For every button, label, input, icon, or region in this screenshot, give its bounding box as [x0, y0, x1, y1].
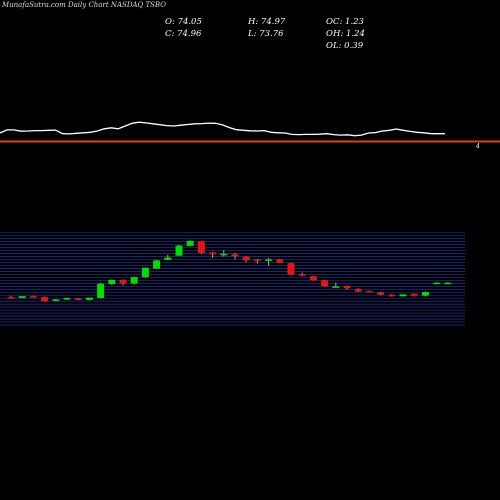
candle-body	[141, 267, 149, 278]
candle	[265, 258, 273, 266]
candle	[85, 297, 93, 301]
candle-body	[197, 241, 205, 253]
candle	[421, 291, 429, 297]
candle	[321, 279, 329, 287]
candle-body	[209, 252, 217, 255]
candle-body	[354, 289, 362, 292]
candle-body	[287, 263, 295, 275]
candle-body	[265, 259, 273, 261]
candle	[7, 295, 15, 299]
candle-body	[7, 297, 15, 299]
ohlc-oh: OH: 1.24	[326, 29, 365, 39]
candle	[119, 279, 127, 286]
candle-body	[108, 279, 116, 285]
price-marker: 4	[476, 143, 480, 150]
candle-body	[41, 297, 49, 302]
candle-body	[63, 298, 71, 300]
candle	[276, 258, 284, 264]
candle-body	[52, 299, 60, 301]
candle	[253, 258, 261, 264]
candle-body	[242, 256, 250, 261]
candle	[433, 282, 441, 285]
candle-body	[175, 245, 183, 256]
candle-body	[29, 296, 37, 298]
ohlc-high: H: 74.97	[248, 17, 286, 27]
candlestick-series	[7, 240, 452, 302]
candle	[52, 298, 60, 302]
candle-body	[388, 294, 396, 297]
candle	[209, 251, 217, 259]
candle	[41, 296, 49, 302]
candle	[220, 250, 228, 257]
candle	[29, 295, 37, 298]
ohlc-close: C: 74.96	[165, 29, 202, 39]
candle	[343, 285, 351, 290]
candle	[309, 275, 317, 281]
candle	[18, 296, 26, 299]
candle-body	[377, 292, 385, 295]
watermark: MunafaSutra.com	[2, 1, 66, 9]
candle-body	[231, 254, 239, 257]
candle-body	[365, 291, 373, 293]
ohlc-ol: OL: 0.39	[326, 41, 364, 51]
candle-body	[343, 285, 351, 289]
indicator-panel	[0, 121, 445, 137]
candle	[298, 272, 306, 277]
candle-body	[220, 253, 228, 256]
candle	[197, 240, 205, 254]
candle-body	[130, 277, 138, 284]
candle	[130, 276, 138, 285]
candle-body	[309, 276, 317, 281]
ohlc-oc: OC: 1.23	[326, 17, 364, 27]
candle-body	[253, 259, 261, 261]
candle-body	[298, 274, 306, 276]
candle-body	[186, 240, 194, 246]
candle-body	[74, 298, 82, 300]
candle	[97, 283, 105, 299]
chart-title: MunafaSutra.com Daily Chart NASDAQ TSBO	[2, 1, 166, 9]
candle	[175, 245, 183, 257]
candle	[108, 279, 116, 286]
candle-body	[421, 291, 429, 296]
price-grid	[0, 232, 465, 326]
ohlc-open: O: 74.05	[165, 17, 202, 27]
ohlc-low: L: 73.76	[248, 29, 284, 39]
candle	[231, 252, 239, 260]
candle-body	[119, 279, 127, 284]
candle	[63, 297, 71, 300]
chart-title-text: Daily Chart NASDAQ TSBO	[68, 1, 166, 9]
candle	[354, 288, 362, 292]
candle-body	[276, 259, 284, 263]
candle-body	[85, 297, 93, 300]
candle	[365, 290, 373, 293]
candle-body	[97, 283, 105, 299]
candle-body	[399, 294, 407, 297]
candle-body	[321, 280, 329, 287]
candle	[399, 294, 407, 297]
indicator-line	[0, 121, 445, 137]
candle	[74, 298, 82, 300]
candle	[388, 293, 396, 297]
candle-body	[433, 282, 441, 285]
candle-body	[153, 260, 161, 269]
candle	[186, 240, 194, 247]
candle-body	[18, 296, 26, 299]
candle	[377, 291, 385, 296]
candle	[242, 256, 250, 263]
candle	[410, 293, 418, 297]
candle-body	[164, 257, 172, 260]
candle	[332, 282, 340, 288]
candle	[444, 282, 452, 285]
candle-body	[444, 282, 452, 285]
candle	[153, 259, 161, 270]
candle-body	[410, 293, 418, 296]
candle	[287, 262, 295, 276]
candle-body	[332, 286, 340, 288]
candle	[141, 267, 149, 278]
candle	[164, 254, 172, 261]
